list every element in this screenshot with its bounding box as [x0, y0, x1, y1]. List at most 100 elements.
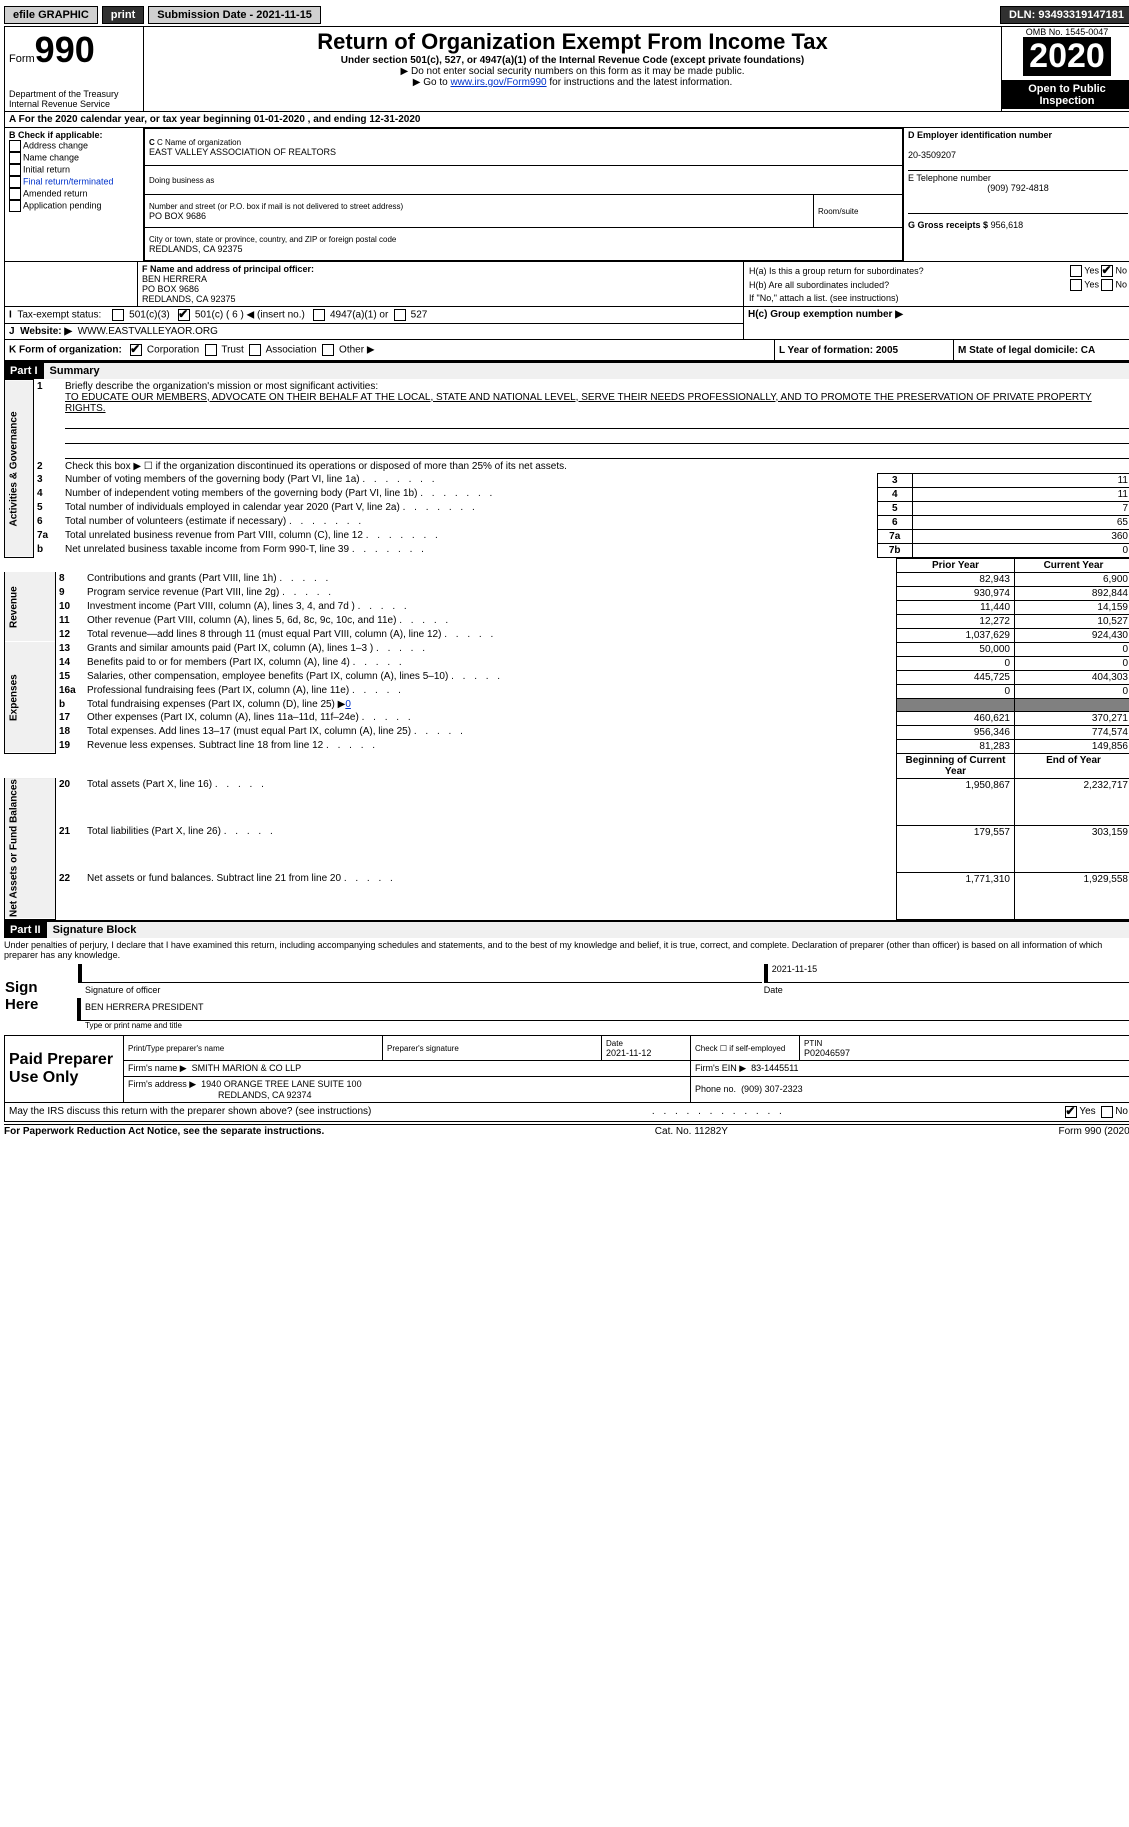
- officer-name-title: BEN HERRERA PRESIDENT: [85, 1002, 204, 1012]
- note-goto: ▶ Go to www.irs.gov/Form990 for instruct…: [148, 77, 997, 88]
- line-3-value: 11: [912, 473, 1129, 487]
- officer-label: F Name and address of principal officer:: [142, 264, 314, 274]
- ha-no-checkbox[interactable]: [1101, 265, 1113, 277]
- submission-date: Submission Date - 2021-11-15: [148, 6, 321, 24]
- officer-city: REDLANDS, CA 92375: [142, 294, 236, 304]
- sign-date: 2021-11-15: [764, 964, 1129, 983]
- line-13-current: 0: [1015, 642, 1129, 656]
- street-label: Number and street (or P.O. box if mail i…: [149, 202, 403, 211]
- line-16a-prior: 0: [897, 684, 1015, 698]
- fundraising-link[interactable]: 0: [345, 699, 351, 710]
- corporation-checkbox[interactable]: [130, 344, 142, 356]
- efile-button[interactable]: efile GRAPHIC: [4, 6, 98, 24]
- line-15-current: 404,303: [1015, 670, 1129, 684]
- ha-yes-checkbox[interactable]: [1070, 265, 1082, 277]
- hb-yes-checkbox[interactable]: [1070, 279, 1082, 291]
- firm-ein-label: Firm's EIN ▶: [695, 1063, 746, 1073]
- line-14-text: Benefits paid to or for members (Part IX…: [84, 656, 897, 670]
- initial-return-checkbox[interactable]: [9, 164, 21, 176]
- gross-receipts-label: G Gross receipts $: [908, 220, 988, 230]
- mission-text: TO EDUCATE OUR MEMBERS, ADVOCATE ON THEI…: [65, 392, 1092, 414]
- line-18-prior: 956,346: [897, 725, 1015, 739]
- firm-addr-label: Firm's address ▶: [128, 1079, 196, 1089]
- 501c3-checkbox[interactable]: [112, 309, 124, 321]
- line-8-current: 6,900: [1015, 572, 1129, 586]
- tax-year: 2020: [1023, 37, 1111, 76]
- line-12-text: Total revenue—add lines 8 through 11 (mu…: [84, 628, 897, 642]
- line-5-num: 5: [877, 501, 912, 515]
- line-17-current: 370,271: [1015, 711, 1129, 725]
- check-if-applicable: B Check if applicable: Address change Na…: [5, 128, 144, 261]
- name-change-checkbox[interactable]: [9, 152, 21, 164]
- line-11-text: Other revenue (Part VIII, column (A), li…: [84, 614, 897, 628]
- website-label: Website: ▶: [20, 326, 72, 337]
- line-16a-current: 0: [1015, 684, 1129, 698]
- line-10-current: 14,159: [1015, 600, 1129, 614]
- 501c-checkbox[interactable]: [178, 309, 190, 321]
- other-checkbox[interactable]: [322, 344, 334, 356]
- line-6-value: 65: [912, 515, 1129, 529]
- line-20-current: 2,232,717: [1015, 778, 1129, 825]
- line-11-current: 10,527: [1015, 614, 1129, 628]
- final-return-checkbox[interactable]: [9, 176, 21, 188]
- 4947-checkbox[interactable]: [313, 309, 325, 321]
- line-2: Check this box ▶ ☐ if the organization d…: [62, 460, 1129, 474]
- line-18-text: Total expenses. Add lines 13–17 (must eq…: [84, 725, 897, 739]
- address-change-checkbox[interactable]: [9, 140, 21, 152]
- line-12-prior: 1,037,629: [897, 628, 1015, 642]
- self-employed-check[interactable]: Check ☐ if self-employed: [691, 1035, 800, 1060]
- line-15-prior: 445,725: [897, 670, 1015, 684]
- line-21-current: 303,159: [1015, 825, 1129, 872]
- note-ssn: ▶ Do not enter social security numbers o…: [148, 66, 997, 77]
- line-8-prior: 82,943: [897, 572, 1015, 586]
- form-header: Form990 Department of the Treasury Inter…: [4, 26, 1129, 112]
- instructions-link[interactable]: www.irs.gov/Form990: [450, 77, 546, 88]
- discuss-no-checkbox[interactable]: [1101, 1106, 1113, 1118]
- hb-no-checkbox[interactable]: [1101, 279, 1113, 291]
- line-13-text: Grants and similar amounts paid (Part IX…: [84, 642, 897, 656]
- line-4-text: Number of independent voting members of …: [62, 487, 877, 501]
- line-14-prior: 0: [897, 656, 1015, 670]
- ein-label: D Employer identification number: [908, 130, 1052, 140]
- signature-officer-label: Signature of officer: [77, 984, 763, 996]
- association-checkbox[interactable]: [249, 344, 261, 356]
- firm-phone-label: Phone no.: [695, 1084, 736, 1094]
- discuss-label: May the IRS discuss this return with the…: [9, 1106, 371, 1118]
- website-value: WWW.EASTVALLEYAOR.ORG: [78, 326, 218, 337]
- part1-header: Part I: [4, 363, 44, 379]
- open-to-public: Open to Public Inspection: [1002, 81, 1129, 109]
- part2-title: Signature Block: [47, 922, 1129, 938]
- line-3-num: 3: [877, 473, 912, 487]
- amended-return-checkbox[interactable]: [9, 188, 21, 200]
- print-button[interactable]: print: [102, 6, 144, 24]
- vlabel-rev: Revenue: [5, 572, 56, 642]
- group-exemption-label: H(c) Group exemption number ▶: [748, 309, 903, 320]
- application-pending-checkbox[interactable]: [9, 200, 21, 212]
- vlabel-exp: Expenses: [5, 642, 56, 753]
- line-18-current: 774,574: [1015, 725, 1129, 739]
- dba-label: Doing business as: [149, 176, 214, 185]
- line-7a-text: Total unrelated business revenue from Pa…: [62, 529, 877, 543]
- paid-preparer-label: Paid Preparer Use Only: [5, 1035, 124, 1102]
- form-of-org-label: K Form of organization:: [9, 345, 122, 356]
- line-9-text: Program service revenue (Part VIII, line…: [84, 586, 897, 600]
- activities-governance-label: Activities & Governance: [5, 380, 34, 558]
- attach-list-note: If "No," attach a list. (see instruction…: [748, 292, 1128, 304]
- line-20-text: Total assets (Part X, line 16) . . . . .: [84, 778, 897, 825]
- paperwork-notice: For Paperwork Reduction Act Notice, see …: [4, 1126, 324, 1137]
- 527-checkbox[interactable]: [394, 309, 406, 321]
- line-19-current: 149,856: [1015, 739, 1129, 753]
- preparer-name-label: Print/Type preparer's name: [128, 1044, 224, 1053]
- line-5-text: Total number of individuals employed in …: [62, 501, 877, 515]
- firm-phone: (909) 307-2323: [741, 1084, 803, 1094]
- legal-domicile: M State of legal domicile: CA: [954, 340, 1129, 361]
- group-return-label: H(a) Is this a group return for subordin…: [748, 264, 1026, 278]
- org-name-label: C C Name of organization: [149, 138, 241, 147]
- trust-checkbox[interactable]: [205, 344, 217, 356]
- city-label: City or town, state or province, country…: [149, 235, 396, 244]
- discuss-yes-checkbox[interactable]: [1065, 1106, 1077, 1118]
- form-subtitle: Under section 501(c), 527, or 4947(a)(1)…: [148, 55, 997, 66]
- line-11-prior: 12,272: [897, 614, 1015, 628]
- firm-addr2: REDLANDS, CA 92374: [128, 1090, 312, 1100]
- form-number: Form990: [9, 29, 139, 71]
